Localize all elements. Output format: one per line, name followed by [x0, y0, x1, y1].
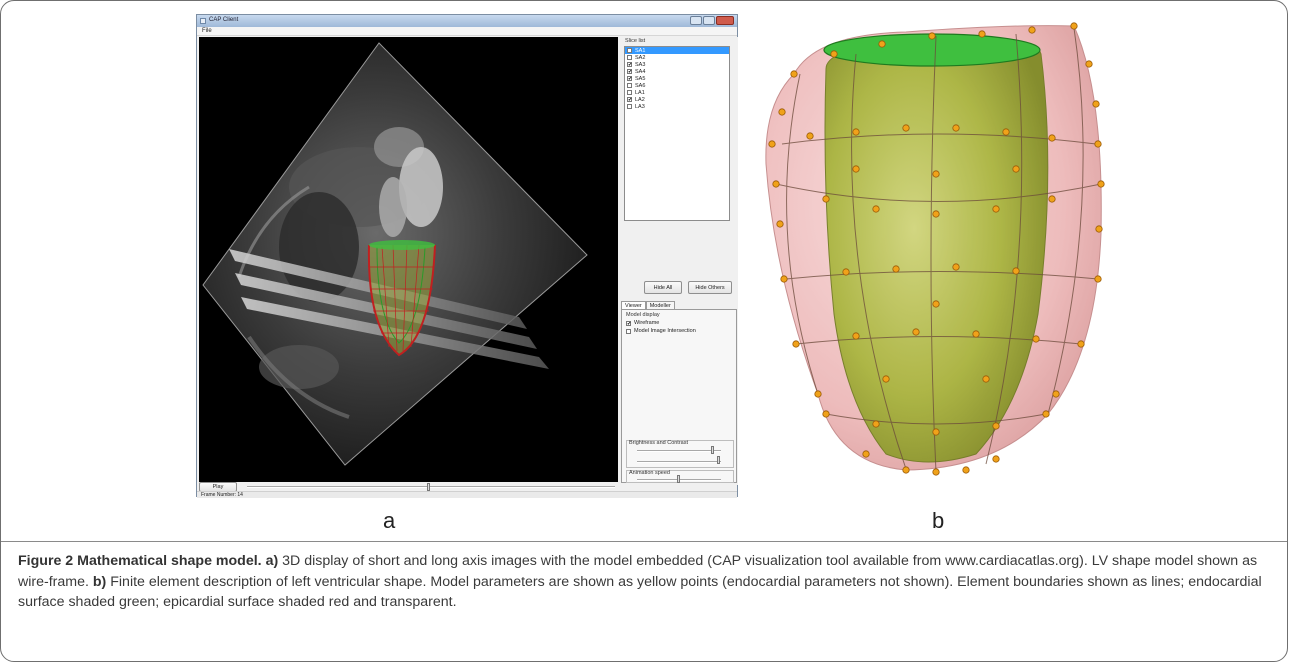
brightness-track — [637, 450, 721, 452]
intersection-label: Model Image Intersection — [634, 328, 696, 334]
slice-item[interactable]: ✔ SA5 — [625, 75, 729, 82]
caption-marker-b: b) — [92, 573, 107, 590]
mri-scene — [202, 42, 588, 466]
slice-checkbox[interactable]: ✔ — [627, 62, 633, 68]
caption-divider — [1, 541, 1287, 542]
slice-item[interactable]: SA1 — [625, 47, 729, 54]
lv-model-svg — [765, 22, 1105, 476]
slice-list-label: Slice list — [625, 38, 646, 44]
slice-checkbox[interactable] — [627, 83, 632, 88]
slice-item[interactable]: ✔ LA2 — [625, 96, 729, 103]
animation-speed-group: Animation speed — [626, 470, 734, 483]
hide-others-button[interactable]: Hide Others — [688, 281, 732, 294]
caption-text-b: Finite element description of left ventr… — [18, 573, 1262, 611]
element-boundaries — [775, 27, 1102, 473]
lv-finite-element-model — [756, 14, 1126, 480]
model-display-label: Model display — [626, 312, 660, 318]
caption-text-a: 3D display of short and long axis images… — [18, 553, 1258, 590]
slice-item[interactable]: SA6 — [625, 82, 729, 89]
slice-checkbox[interactable] — [627, 104, 632, 109]
slice-checkbox[interactable]: ✔ — [627, 97, 633, 103]
slice-label: SA6 — [635, 82, 646, 89]
maximize-button[interactable] — [703, 16, 715, 25]
parameter-points — [768, 22, 1105, 476]
intersection-option[interactable]: Model Image Intersection — [626, 328, 696, 334]
tab-viewer[interactable]: Viewer — [621, 301, 646, 310]
contrast-track — [637, 461, 721, 463]
lv-wireframe-model — [367, 240, 436, 357]
slice-checkbox[interactable] — [627, 48, 632, 53]
contrast-slider[interactable] — [717, 456, 720, 464]
slice-list[interactable]: SA1 SA2 ✔ SA3 ✔ SA4 ✔ SA5 SA6 LA1 ✔ LA2 LA3 — [624, 46, 730, 221]
slice-checkbox[interactable]: ✔ — [627, 69, 633, 75]
slice-label: LA1 — [635, 89, 645, 96]
panel-label-a: a — [383, 508, 396, 533]
brightness-contrast-group: Brightness and Contrast — [626, 440, 734, 468]
caption-title: Figure 2 Mathematical shape model. — [18, 553, 262, 569]
slice-label: SA4 — [635, 68, 646, 75]
minimize-button[interactable] — [690, 16, 702, 25]
caption-marker-a: a) — [265, 553, 279, 569]
figure-caption: Figure 2 Mathematical shape model. a) 3D… — [18, 551, 1273, 613]
3d-viewport[interactable] — [199, 37, 618, 482]
menu-file[interactable]: File — [202, 28, 212, 34]
slice-checkbox[interactable] — [627, 55, 632, 60]
brightness-label: Brightness and Contrast — [629, 440, 689, 446]
slice-label: LA3 — [635, 103, 645, 110]
hide-all-button[interactable]: Hide All — [644, 281, 682, 294]
slice-label: SA3 — [635, 61, 646, 68]
wireframe-label: Wireframe — [634, 320, 660, 326]
slice-label: SA2 — [635, 54, 646, 61]
menubar: File — [197, 27, 737, 36]
wireframe-option[interactable]: ✔ Wireframe — [626, 320, 659, 326]
statusbar: Frame Number: 14 — [197, 491, 737, 498]
slice-item[interactable]: ✔ SA4 — [625, 68, 729, 75]
slice-item[interactable]: ✔ SA3 — [625, 61, 729, 68]
slice-label: SA5 — [635, 75, 646, 82]
frame-slider[interactable] — [427, 483, 430, 491]
panel-label-b: b — [932, 508, 945, 533]
app-icon — [200, 18, 206, 24]
cap-client-window: CAP Client File — [196, 14, 738, 498]
frame-track — [247, 486, 615, 488]
intersection-checkbox[interactable] — [626, 328, 631, 334]
slice-label: SA1 — [635, 47, 646, 54]
slice-item[interactable]: LA3 — [625, 103, 729, 110]
animation-speed-label: Animation speed — [629, 470, 670, 476]
wireframe-checkbox[interactable]: ✔ — [626, 320, 632, 327]
close-button[interactable] — [716, 16, 734, 25]
animation-speed-slider[interactable] — [677, 475, 680, 483]
slice-checkbox[interactable]: ✔ — [627, 76, 633, 82]
slice-checkbox[interactable] — [627, 90, 632, 95]
slice-item[interactable]: LA1 — [625, 89, 729, 96]
tab-modeller[interactable]: Modeller — [645, 301, 675, 310]
viewer-tab-panel: Model display ✔ Wireframe Model Image In… — [621, 309, 737, 483]
window-titlebar: CAP Client — [197, 15, 737, 27]
brightness-slider[interactable] — [711, 446, 714, 454]
window-title: CAP Client — [209, 17, 239, 23]
slice-label: LA2 — [635, 96, 645, 103]
slice-item[interactable]: SA2 — [625, 54, 729, 61]
control-panel: Slice list SA1 SA2 ✔ SA3 ✔ SA4 ✔ SA5 SA6 LA1 ✔ LA2 L… — [620, 37, 738, 485]
frame-number-status: Frame Number: 14 — [201, 492, 243, 498]
